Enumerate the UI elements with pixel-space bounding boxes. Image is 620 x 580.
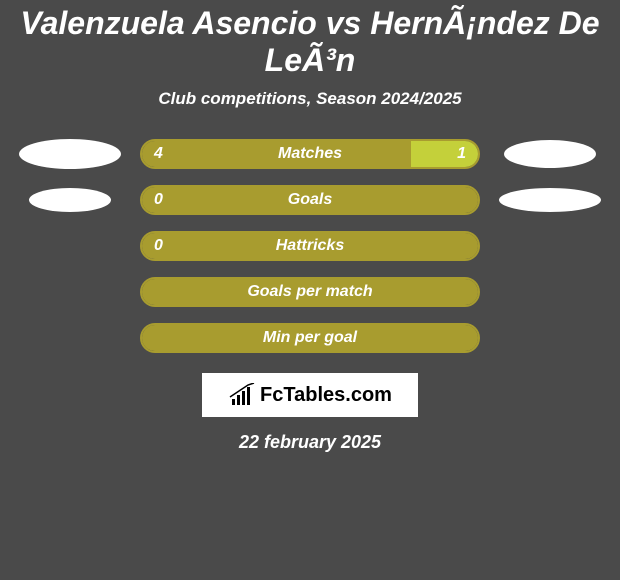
avatar-right — [499, 188, 601, 212]
stat-row: Goals per match — [0, 277, 620, 307]
stat-row: 0Hattricks — [0, 231, 620, 261]
avatar-right-wrap — [490, 140, 610, 168]
rows-container: 41Matches 0Goals 0Hattricks Goals per match… — [0, 139, 620, 353]
bar-label: Goals per match — [142, 283, 478, 301]
bar-label: Matches — [142, 145, 478, 163]
chart-icon — [228, 383, 256, 407]
avatar-right — [504, 140, 596, 168]
stat-bar: 41Matches — [140, 139, 480, 169]
logo-box: FcTables.com — [202, 373, 418, 417]
stat-bar: 0Goals — [140, 185, 480, 215]
stat-row: Min per goal — [0, 323, 620, 353]
bar-label: Min per goal — [142, 329, 478, 347]
stat-row: 41Matches — [0, 139, 620, 169]
page-title: Valenzuela Asencio vs HernÃ¡ndez De LeÃ³… — [0, 5, 620, 79]
stat-bar: Min per goal — [140, 323, 480, 353]
avatar-left-wrap — [10, 139, 130, 169]
date-text: 22 february 2025 — [0, 432, 620, 453]
stats-comparison-container: Valenzuela Asencio vs HernÃ¡ndez De LeÃ³… — [0, 0, 620, 453]
bar-label: Goals — [142, 191, 478, 209]
stat-row: 0Goals — [0, 185, 620, 215]
avatar-right-wrap — [490, 188, 610, 212]
stat-bar: Goals per match — [140, 277, 480, 307]
avatar-left — [19, 139, 121, 169]
avatar-left — [29, 188, 111, 212]
bar-label: Hattricks — [142, 237, 478, 255]
subtitle: Club competitions, Season 2024/2025 — [0, 89, 620, 109]
stat-bar: 0Hattricks — [140, 231, 480, 261]
logo-text: FcTables.com — [260, 384, 392, 407]
avatar-left-wrap — [10, 188, 130, 212]
